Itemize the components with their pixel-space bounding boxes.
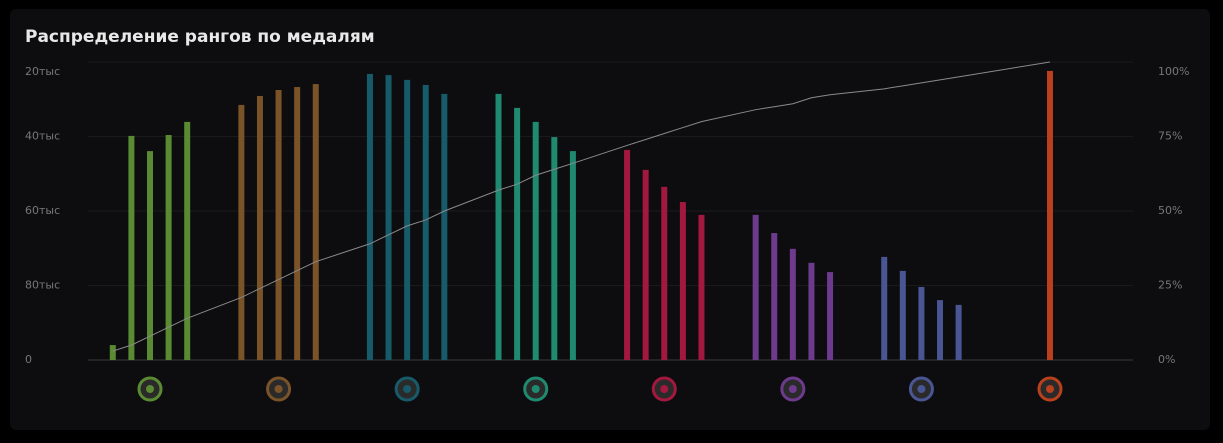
y-tick-label: 40тыс	[25, 130, 60, 143]
card	[10, 9, 1210, 430]
bar	[551, 137, 558, 360]
y2-tick-label: 0%	[1158, 353, 1175, 366]
y2-tick-label: 25%	[1158, 279, 1182, 292]
y-tick-label: 80тыс	[25, 279, 60, 292]
y-tick-label: 0	[25, 353, 32, 366]
y2-tick-label: 75%	[1158, 130, 1182, 143]
bar	[238, 104, 245, 360]
bar	[256, 95, 263, 361]
bar	[569, 151, 576, 360]
bar	[881, 256, 888, 360]
bar	[661, 186, 668, 360]
bar	[752, 214, 759, 360]
bar	[366, 73, 373, 361]
bar	[385, 75, 392, 360]
bar	[109, 345, 116, 360]
y-tick-label: 60тыс	[25, 204, 60, 217]
bar	[1046, 70, 1053, 360]
bar	[128, 135, 135, 360]
y2-tick-label: 100%	[1158, 65, 1189, 78]
chart-title: Распределение рангов по медалям	[25, 27, 375, 47]
bar	[147, 151, 153, 360]
cumulative-line	[112, 61, 1051, 352]
bar	[294, 87, 301, 361]
medal-icons	[137, 376, 1063, 402]
bar	[165, 135, 172, 360]
medal-gem	[1045, 385, 1054, 393]
bar	[679, 202, 686, 360]
y2-tick-label: 50%	[1158, 204, 1182, 217]
medal-gem	[274, 385, 283, 393]
bar	[422, 84, 429, 361]
bar	[827, 272, 834, 360]
bar	[404, 79, 411, 360]
bar	[312, 84, 319, 360]
bar	[441, 93, 448, 361]
bar	[808, 262, 815, 360]
medal-gem	[403, 385, 412, 393]
bar	[955, 304, 962, 360]
bar	[275, 90, 282, 361]
bar	[789, 248, 796, 360]
bar	[514, 107, 521, 360]
bar	[918, 286, 925, 360]
bar	[495, 93, 502, 361]
y-tick-label: 20тыс	[25, 65, 60, 78]
bar	[642, 169, 649, 360]
medal-gem	[788, 385, 797, 393]
bar	[899, 270, 906, 360]
bar	[532, 121, 539, 360]
medal-gem	[660, 385, 669, 393]
medal-gem	[531, 385, 540, 393]
bar	[937, 300, 944, 360]
medal-gem	[917, 385, 926, 393]
bar	[624, 149, 631, 360]
bar	[184, 121, 191, 360]
bar	[698, 214, 705, 360]
medal-gem	[146, 385, 154, 393]
bar	[771, 233, 778, 360]
